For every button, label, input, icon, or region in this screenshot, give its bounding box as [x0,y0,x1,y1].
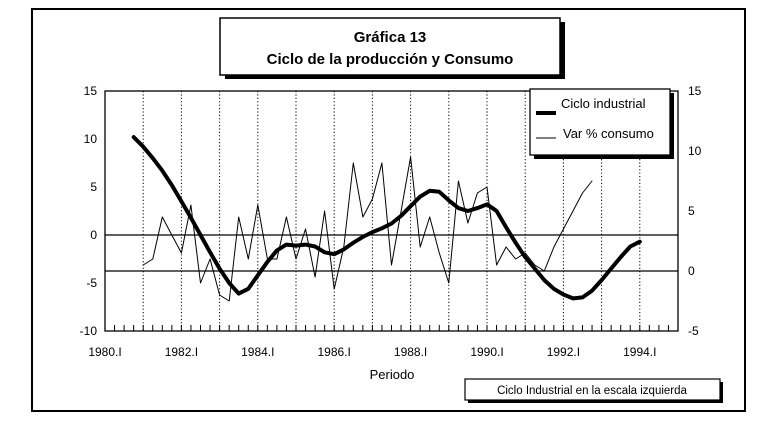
y-right-tick-label: 15 [688,84,702,98]
y-axis-right: 15 10 5 0 -5 [688,84,702,338]
x-minor-ticks [104,325,679,331]
legend-label-var-consumo: Var % consumo [563,126,654,141]
y-right-tick-label: -5 [688,324,699,338]
y-left-tick-label: -5 [86,276,97,290]
y-left-tick-label: 0 [90,228,97,242]
x-tick-label: 1982.I [165,345,198,359]
figure-border [31,8,746,412]
legend-label-ciclo-industrial: Ciclo industrial [561,96,646,111]
y-left-tick-label: 5 [90,180,97,194]
x-tick-label: 1986.I [318,345,351,359]
x-axis: 1980.I 1982.I 1984.I 1986.I 1988.I 1990.I 1992… [88,345,656,359]
series-layer [131,135,642,302]
x-tick-label: 1984.I [241,345,274,359]
legend: Ciclo industrial Var % consumo [529,88,674,159]
scale-note: Ciclo Industrial en la escala izquierda [497,385,687,397]
y-left-tick-label: -10 [80,324,98,338]
y-axis-left: 15 10 5 0 -5 -10 [80,84,98,338]
chart-subtitle: Ciclo de la producción y Consumo [267,51,514,68]
y-right-tick-label: 0 [688,264,695,278]
x-axis-label: Periodo [370,367,415,382]
plot-area [104,90,679,332]
y-right-tick-label: 5 [688,204,695,218]
series-line-var-consumo [142,156,593,302]
x-tick-label: 1994.I [623,345,656,359]
title-box: Gráfica 13 Ciclo de la producción y Cons… [219,17,565,79]
x-tick-label: 1988.I [394,345,427,359]
x-tick-label: 1980.I [88,345,121,359]
y-left-tick-label: 10 [84,132,98,146]
scale-note-box: Ciclo Industrial en la escala izquierda [464,378,723,403]
x-tick-label: 1990.I [470,345,503,359]
x-tick-label: 1992.I [547,345,580,359]
y-left-tick-label: 15 [84,84,98,98]
chart-title: Gráfica 13 [354,29,427,46]
series-line-ciclo-industrial [131,135,642,301]
vertical-gridlines [142,91,641,331]
y-right-tick-label: 10 [688,144,702,158]
